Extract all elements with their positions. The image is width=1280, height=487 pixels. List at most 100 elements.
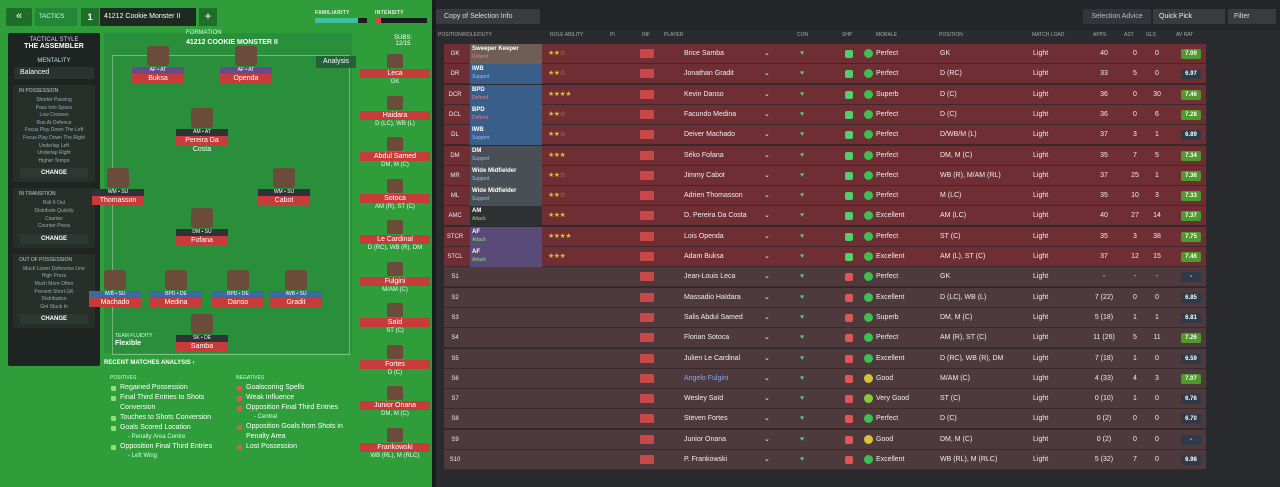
player-name[interactable]: Adrien Thomasson [684,192,743,200]
sub-player[interactable]: Le Cardinal D (RC), WB (R), DM [360,220,430,251]
chevron-down-icon[interactable]: ⌄ [764,70,770,78]
role-duty-dropdown[interactable]: BPD Defend [470,104,542,125]
pitch-player[interactable]: DM • SU Fofana [176,208,228,245]
sub-player-name[interactable]: Leca [360,69,430,78]
table-row[interactable]: S4 Florian Sotoca ⌄ ♥ Perfect AM (R), ST (C) L… [444,328,1206,349]
player-name[interactable]: Jean-Louis Leca [684,273,736,281]
player-name[interactable]: Jonathan Gradit [684,70,734,78]
role-duty-dropdown[interactable]: AM Attack [470,206,542,227]
chevron-down-icon[interactable]: ⌄ [764,253,770,260]
col-match-load[interactable]: MATCH LOAD [1032,32,1065,38]
sub-player-name[interactable]: Haidara [360,110,430,120]
player-name[interactable]: Junior Onana [684,435,727,443]
chevron-down-icon[interactable]: ⌄ [764,171,770,179]
chevron-down-icon[interactable]: ⌄ [764,354,770,362]
table-row[interactable]: DR IWB Support ★★☆ Jonathan Gradit ⌄ ♥ Perfect D… [444,64,1206,85]
table-row[interactable]: MR Wide Midfielder Support ★★☆ Jimmy Cabot ⌄ ♥… [444,165,1206,186]
player-name[interactable]: Kevin Danso [684,90,724,98]
sub-player-name[interactable]: Fortes [360,359,430,369]
chevron-down-icon[interactable]: ⌄ [764,395,770,403]
player-name[interactable]: Adam Buksa [684,253,724,260]
copy-selection-info-button[interactable]: Copy of Selection Info [436,9,540,24]
change-in-possession-button[interactable]: CHANGE [20,168,88,179]
table-row[interactable]: AMC AM Attack ★★★ D. Pereira Da Costa ⌄ ♥ Excel… [444,206,1206,227]
chevron-down-icon[interactable]: ⌄ [764,50,770,57]
back-button[interactable]: « [6,8,32,26]
chevron-down-icon[interactable]: ⌄ [764,334,770,342]
player-name[interactable]: Steven Fortes [684,415,728,423]
role-duty-dropdown[interactable]: BPD Defend [470,84,542,105]
table-row[interactable]: ML Wide Midfielder Support ★★☆ Adrien Thomas… [444,186,1206,207]
player-name[interactable]: Thomasson [92,196,144,205]
table-row[interactable]: S1 Jean-Louis Leca ⌄ ♥ Perfect GK Light - - - - [444,267,1206,288]
player-name[interactable]: Fofana [176,236,228,245]
table-row[interactable]: GK Sweeper Keeper Defend ★★☆ Brice Samba ⌄ ♥ Pe… [444,44,1206,64]
col-inf[interactable]: INF [642,32,651,38]
col-ast[interactable]: AST [1124,32,1134,38]
chevron-down-icon[interactable]: ⌄ [764,293,770,301]
tactic-name-dropdown[interactable]: 41212 Cookie Monster II [100,8,196,26]
player-name[interactable]: Salis Abdul Samed [684,313,743,321]
sub-player-name[interactable]: Sotoca [360,193,430,203]
player-name[interactable]: Buksa [132,74,184,83]
chevron-down-icon[interactable]: ⌄ [764,131,770,139]
pitch-player[interactable]: IWB • SU Gradit [270,270,322,307]
sub-player[interactable]: Junior Onana DM, M (C) [360,386,430,417]
pitch-player[interactable]: AF • AT Openda [220,46,272,83]
mentality-dropdown[interactable]: Balanced [14,67,94,79]
player-name[interactable]: Deiver Machado [684,131,735,139]
player-name[interactable]: Angelo Fulgini [684,374,729,382]
player-name[interactable]: Facundo Medina [684,110,737,118]
role-duty-dropdown[interactable]: Wide Midfielder Support [470,165,542,186]
role-duty-dropdown[interactable]: AF Attack [470,226,542,247]
player-name[interactable]: Machado [89,298,141,307]
change-in-transition-button[interactable]: CHANGE [20,233,88,244]
player-name[interactable]: Gradit [270,298,322,307]
sub-player[interactable]: Fulgini M/AM (C) [360,261,430,293]
player-name[interactable]: Openda [220,74,272,83]
sub-player[interactable]: Saïd ST (C) [360,303,430,334]
player-name[interactable]: Florian Sotoca [684,334,730,342]
player-name[interactable]: Danso [212,298,264,307]
col-pi[interactable]: PI [610,32,615,38]
sub-player-name[interactable]: Saïd [360,318,430,327]
col-morale[interactable]: MORALE [876,32,898,38]
player-name[interactable]: Pereira Da Costa [176,136,228,153]
sub-player[interactable]: Haidara D (LC), WB (L) [360,95,430,127]
player-name[interactable]: Cabot [258,196,310,205]
player-name[interactable]: Brice Samba [684,50,725,57]
chevron-down-icon[interactable]: ⌄ [764,110,770,118]
formation-dropdown[interactable]: 41212 COOKIE MONSTER II [186,39,278,46]
col-position-role-duty[interactable]: POSITION/ROLE/DUTY [438,32,492,38]
sub-player[interactable]: Sotoca AM (R), ST (C) [360,178,430,210]
chevron-down-icon[interactable]: ⌄ [764,151,770,159]
role-duty-dropdown[interactable]: IWB Support [470,64,542,85]
table-row[interactable]: S5 Julien Le Cardinal ⌄ ♥ Excellent D (RC), W… [444,348,1206,369]
sub-player[interactable]: Abdul Samed DM, M (C) [360,137,430,168]
col-apps[interactable]: APPS [1093,32,1107,38]
sub-player[interactable]: Frankowski WB (RL), M (RLC) [360,427,430,459]
player-name[interactable]: D. Pereira Da Costa [684,212,747,220]
col-con[interactable]: CON [797,32,809,38]
table-row[interactable]: DL IWB Support ★★☆ Deiver Machado ⌄ ♥ Perfect D/… [444,125,1206,146]
change-out-of-possession-button[interactable]: CHANGE [20,314,88,325]
chevron-down-icon[interactable]: ⌄ [764,273,770,281]
role-duty-dropdown[interactable]: IWB Support [470,125,542,146]
quick-pick-button[interactable]: Quick Pick [1153,9,1225,24]
filter-button[interactable]: Filter [1228,9,1276,24]
selection-advice-button[interactable]: Selection Advice [1083,9,1151,24]
pitch-player[interactable]: AF • AT Buksa [132,46,184,83]
chevron-down-icon[interactable]: ⌄ [764,435,770,443]
table-row[interactable]: STCR AF Attack ★★★★ Lois Openda ⌄ ♥ Perfect ST (… [444,226,1206,247]
pitch-player[interactable]: WM • SU Cabot [258,168,310,205]
sub-player-name[interactable]: Le Cardinal [360,235,430,244]
player-name[interactable]: Lois Openda [684,232,724,240]
recent-matches-title[interactable]: RECENT MATCHES ANALYSIS › [104,360,195,366]
chevron-down-icon[interactable]: ⌄ [764,192,770,200]
col-shp[interactable]: SHP [842,32,853,38]
chevron-down-icon[interactable]: ⌄ [764,415,770,423]
table-row[interactable]: S8 Steven Fortes ⌄ ♥ Perfect D (C) Light 0 (2) 0… [444,409,1206,430]
sub-player[interactable]: Leca GK [360,54,430,85]
player-name[interactable]: Massadio Haïdara [684,293,741,301]
tactical-style-name[interactable]: THE ASSEMBLER [24,43,84,50]
